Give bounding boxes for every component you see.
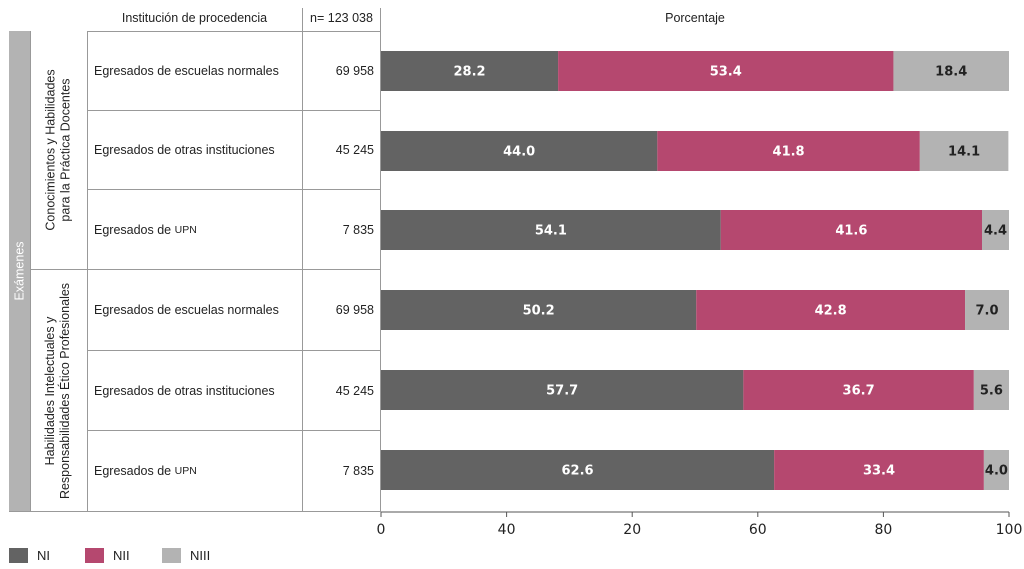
header-percent: Porcentaje bbox=[665, 11, 725, 25]
row-label-1: Egresados de escuelas normales bbox=[94, 64, 279, 78]
row-n-2: 45 245 bbox=[335, 143, 374, 157]
x-tick-label-5: 80 bbox=[874, 522, 892, 538]
examenes-label-band: Exámenes bbox=[9, 31, 30, 511]
row-line-1 bbox=[87, 110, 381, 111]
bar-label-ni-row-4: 50.2 bbox=[523, 304, 555, 319]
bar-label-nii-row-2: 41.8 bbox=[773, 145, 805, 160]
bar-niii-row-2 bbox=[919, 131, 1009, 171]
row-label-2: Egresados de otras instituciones bbox=[94, 143, 275, 157]
x-tick-label-2: 40 bbox=[498, 522, 516, 538]
bar-nii-row-4 bbox=[696, 290, 966, 330]
bar-ni-row-2 bbox=[381, 131, 658, 171]
row-label-6-abbr: UPN bbox=[174, 465, 197, 477]
bar-niii-row-4 bbox=[965, 290, 1009, 330]
bar-niii-row-6 bbox=[983, 450, 1009, 490]
col-line-left bbox=[30, 31, 31, 511]
bar-label-niii-row-5: 5.6 bbox=[980, 384, 1003, 399]
row-label-6: Egresados de UPN bbox=[94, 464, 197, 478]
x-tick-label-1: 0 bbox=[377, 522, 386, 538]
bar-niii-row-1 bbox=[893, 51, 1009, 91]
bar-nii-row-5 bbox=[743, 370, 974, 410]
bar-label-ni-row-6: 62.6 bbox=[562, 464, 594, 479]
legend-nii: NII bbox=[85, 548, 130, 563]
x-tick-label-4: 60 bbox=[749, 522, 767, 538]
bar-label-nii-row-4: 42.8 bbox=[815, 304, 847, 319]
row-label-4: Egresados de escuelas normales bbox=[94, 303, 279, 317]
legend-niii: NIII bbox=[162, 548, 210, 563]
legend-nii-swatch bbox=[85, 548, 104, 563]
col-line-labels bbox=[87, 31, 88, 511]
header-n-total: n= 123 038 bbox=[310, 11, 373, 25]
bar-ni-row-5 bbox=[381, 370, 744, 410]
bar-label-ni-row-3: 54.1 bbox=[535, 224, 567, 239]
bar-nii-row-1 bbox=[558, 51, 894, 91]
legend-ni-label: NI bbox=[37, 548, 50, 563]
bar-label-nii-row-1: 53.4 bbox=[710, 65, 742, 80]
row-line-5 bbox=[87, 430, 381, 431]
row-label-5: Egresados de otras instituciones bbox=[94, 383, 275, 398]
row-n-1: 69 958 bbox=[335, 64, 374, 78]
bar-niii-row-5 bbox=[973, 370, 1009, 410]
bar-label-ni-row-2: 44.0 bbox=[503, 145, 535, 160]
bar-niii-row-3 bbox=[981, 210, 1009, 250]
x-tick-label-6: 100 bbox=[996, 522, 1023, 538]
bar-ni-row-1 bbox=[381, 51, 559, 91]
bar-label-nii-row-5: 36.7 bbox=[843, 384, 875, 399]
legend-niii-label: NIII bbox=[190, 548, 211, 563]
bar-label-ni-row-5: 57.7 bbox=[546, 384, 578, 399]
bar-ni-row-3 bbox=[381, 210, 721, 250]
row-n-5: 45 245 bbox=[335, 383, 374, 398]
bar-nii-row-2 bbox=[657, 131, 920, 171]
bar-label-nii-row-6: 33.4 bbox=[863, 464, 895, 479]
bar-label-niii-row-6: 4.0 bbox=[985, 464, 1008, 479]
row-n-6: 7 835 bbox=[342, 464, 374, 478]
legend-ni-swatch bbox=[9, 548, 28, 563]
legend-ni: NI bbox=[9, 548, 50, 563]
group-separator-line bbox=[30, 269, 381, 270]
bar-nii-row-6 bbox=[774, 450, 984, 490]
bar-ni-row-6 bbox=[381, 450, 775, 490]
row-label-3: Egresados de UPN bbox=[94, 222, 197, 237]
row-line-2 bbox=[87, 189, 381, 190]
row-n-3: 7 835 bbox=[342, 222, 374, 237]
x-tick-label-3: 20 bbox=[623, 522, 641, 538]
bar-nii-row-3 bbox=[720, 210, 982, 250]
row-label-3-abbr: UPN bbox=[174, 223, 197, 236]
table-top-line bbox=[87, 31, 381, 32]
bar-label-niii-row-3: 4.4 bbox=[984, 224, 1007, 239]
header-institution: Institución de procedencia bbox=[121, 11, 268, 25]
bar-label-niii-row-1: 18.4 bbox=[935, 65, 967, 80]
table-bottom-line bbox=[9, 511, 381, 512]
bar-label-niii-row-4: 7.0 bbox=[976, 304, 999, 319]
legend-nii-label: NII bbox=[113, 548, 130, 563]
legend-niii-swatch bbox=[162, 548, 181, 563]
bar-label-niii-row-2: 14.1 bbox=[948, 145, 980, 160]
col-line-chart bbox=[380, 8, 381, 511]
row-n-4: 69 958 bbox=[335, 303, 374, 317]
bar-ni-row-4 bbox=[381, 290, 697, 330]
col-line-n bbox=[302, 8, 303, 511]
row-line-4 bbox=[87, 350, 381, 351]
bar-label-ni-row-1: 28.2 bbox=[454, 65, 486, 80]
bar-label-nii-row-3: 41.6 bbox=[835, 224, 867, 239]
